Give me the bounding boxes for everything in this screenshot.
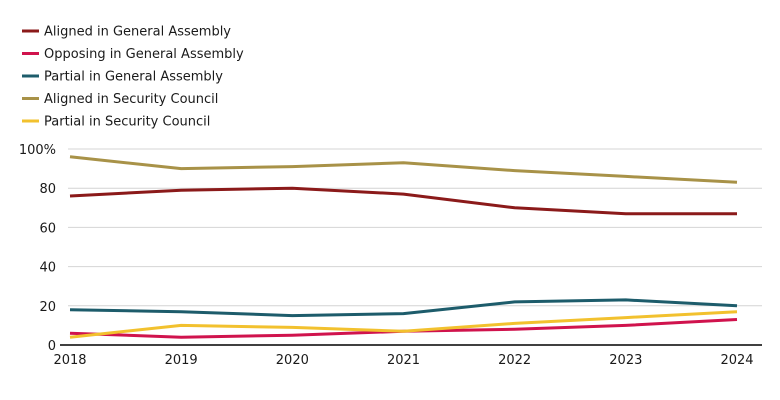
legend-label: Partial in General Assembly <box>44 70 223 85</box>
legend-label: Aligned in General Assembly <box>44 25 231 40</box>
series-line <box>69 298 738 318</box>
series-line <box>69 310 738 339</box>
y-tick-label: 100% <box>19 143 56 158</box>
x-tick-label: 2024 <box>720 353 753 368</box>
y-tick-label: 80 <box>39 182 56 197</box>
legend-label: Opposing in General Assembly <box>44 47 244 62</box>
y-tick-label: 20 <box>39 300 56 315</box>
x-tick-label: 2021 <box>387 353 420 368</box>
x-tick-label: 2019 <box>165 353 198 368</box>
x-tick-label: 2022 <box>498 353 531 368</box>
x-tick-label: 2020 <box>276 353 309 368</box>
y-tick-label: 40 <box>39 261 56 276</box>
x-tick-label: 2023 <box>609 353 642 368</box>
legend-label: Partial in Security Council <box>44 115 210 130</box>
series-line <box>69 155 738 184</box>
y-tick-label: 60 <box>39 221 56 236</box>
series-line <box>69 186 737 216</box>
x-tick-label: 2018 <box>53 353 86 368</box>
y-tick-label: 0 <box>48 339 56 354</box>
series-line <box>69 318 738 339</box>
legend-label: Aligned in Security Council <box>44 92 218 107</box>
